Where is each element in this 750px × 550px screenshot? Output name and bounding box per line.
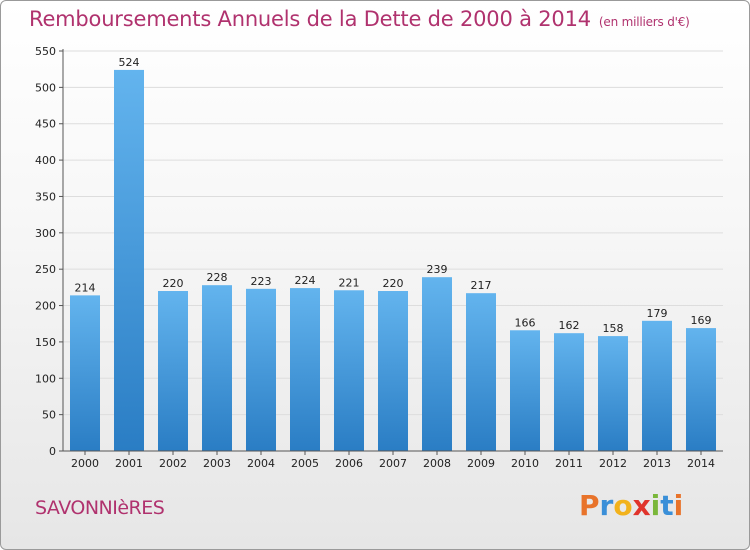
y-tick-label: 300 bbox=[35, 227, 56, 240]
data-label: 162 bbox=[559, 319, 580, 332]
bar bbox=[598, 336, 628, 451]
x-tick-label: 2003 bbox=[203, 457, 231, 470]
y-tick-label: 250 bbox=[35, 263, 56, 276]
y-tick-label: 450 bbox=[35, 118, 56, 131]
brand-letter: o bbox=[613, 489, 633, 522]
data-label: 179 bbox=[647, 307, 668, 320]
y-tick-label: 50 bbox=[42, 409, 56, 422]
x-tick-label: 2008 bbox=[423, 457, 451, 470]
x-tick-label: 2012 bbox=[599, 457, 627, 470]
data-label: 217 bbox=[471, 279, 492, 292]
data-label: 169 bbox=[691, 314, 712, 327]
bar bbox=[290, 288, 320, 451]
data-label: 158 bbox=[603, 322, 624, 335]
data-label: 220 bbox=[163, 277, 184, 290]
data-label: 220 bbox=[383, 277, 404, 290]
bar bbox=[510, 330, 540, 451]
data-label: 239 bbox=[427, 263, 448, 276]
brand-letter: x bbox=[632, 489, 651, 522]
data-label: 214 bbox=[75, 281, 96, 294]
brand-letter: r bbox=[599, 489, 614, 522]
y-tick-label: 500 bbox=[35, 81, 56, 94]
data-label: 221 bbox=[339, 276, 360, 289]
bar bbox=[70, 295, 100, 451]
x-tick-label: 2004 bbox=[247, 457, 275, 470]
x-tick-label: 2011 bbox=[555, 457, 583, 470]
x-tick-label: 2010 bbox=[511, 457, 539, 470]
y-tick-label: 550 bbox=[35, 45, 56, 58]
bar bbox=[686, 328, 716, 451]
y-tick-label: 150 bbox=[35, 336, 56, 349]
bar bbox=[114, 69, 144, 451]
bar bbox=[378, 291, 408, 451]
brand-letter: P bbox=[579, 489, 600, 522]
chart-title: Remboursements Annuels de la Dette de 20… bbox=[29, 7, 690, 31]
y-tick-label: 350 bbox=[35, 190, 56, 203]
brand-letter: i bbox=[673, 489, 684, 522]
x-tick-label: 2007 bbox=[379, 457, 407, 470]
chart-subtitle: (en milliers d'€) bbox=[598, 15, 690, 29]
bar bbox=[422, 277, 452, 451]
bar bbox=[466, 293, 496, 451]
bar bbox=[554, 333, 584, 451]
data-label: 223 bbox=[251, 275, 272, 288]
data-label: 228 bbox=[207, 271, 228, 284]
y-tick-label: 100 bbox=[35, 372, 56, 385]
commune-name: SAVONNIèRES bbox=[35, 497, 165, 519]
bar bbox=[334, 290, 364, 451]
bar bbox=[642, 320, 672, 451]
data-label: 224 bbox=[295, 274, 316, 287]
data-label: 166 bbox=[515, 316, 536, 329]
x-tick-label: 2014 bbox=[687, 457, 715, 470]
x-tick-label: 2001 bbox=[115, 457, 143, 470]
data-label: 524 bbox=[119, 56, 140, 69]
brand-letter: i bbox=[650, 489, 661, 522]
bar bbox=[158, 291, 188, 451]
y-tick-label: 200 bbox=[35, 300, 56, 313]
x-tick-label: 2009 bbox=[467, 457, 495, 470]
brand-letter: t bbox=[660, 489, 674, 522]
brand-logo: Proxiti bbox=[579, 489, 683, 522]
x-tick-label: 2006 bbox=[335, 457, 363, 470]
y-tick-label: 0 bbox=[49, 445, 56, 458]
x-tick-label: 2002 bbox=[159, 457, 187, 470]
x-tick-label: 2013 bbox=[643, 457, 671, 470]
y-tick-label: 400 bbox=[35, 154, 56, 167]
x-tick-label: 2005 bbox=[291, 457, 319, 470]
bar bbox=[202, 285, 232, 451]
x-tick-label: 2000 bbox=[71, 457, 99, 470]
bar bbox=[246, 288, 276, 451]
